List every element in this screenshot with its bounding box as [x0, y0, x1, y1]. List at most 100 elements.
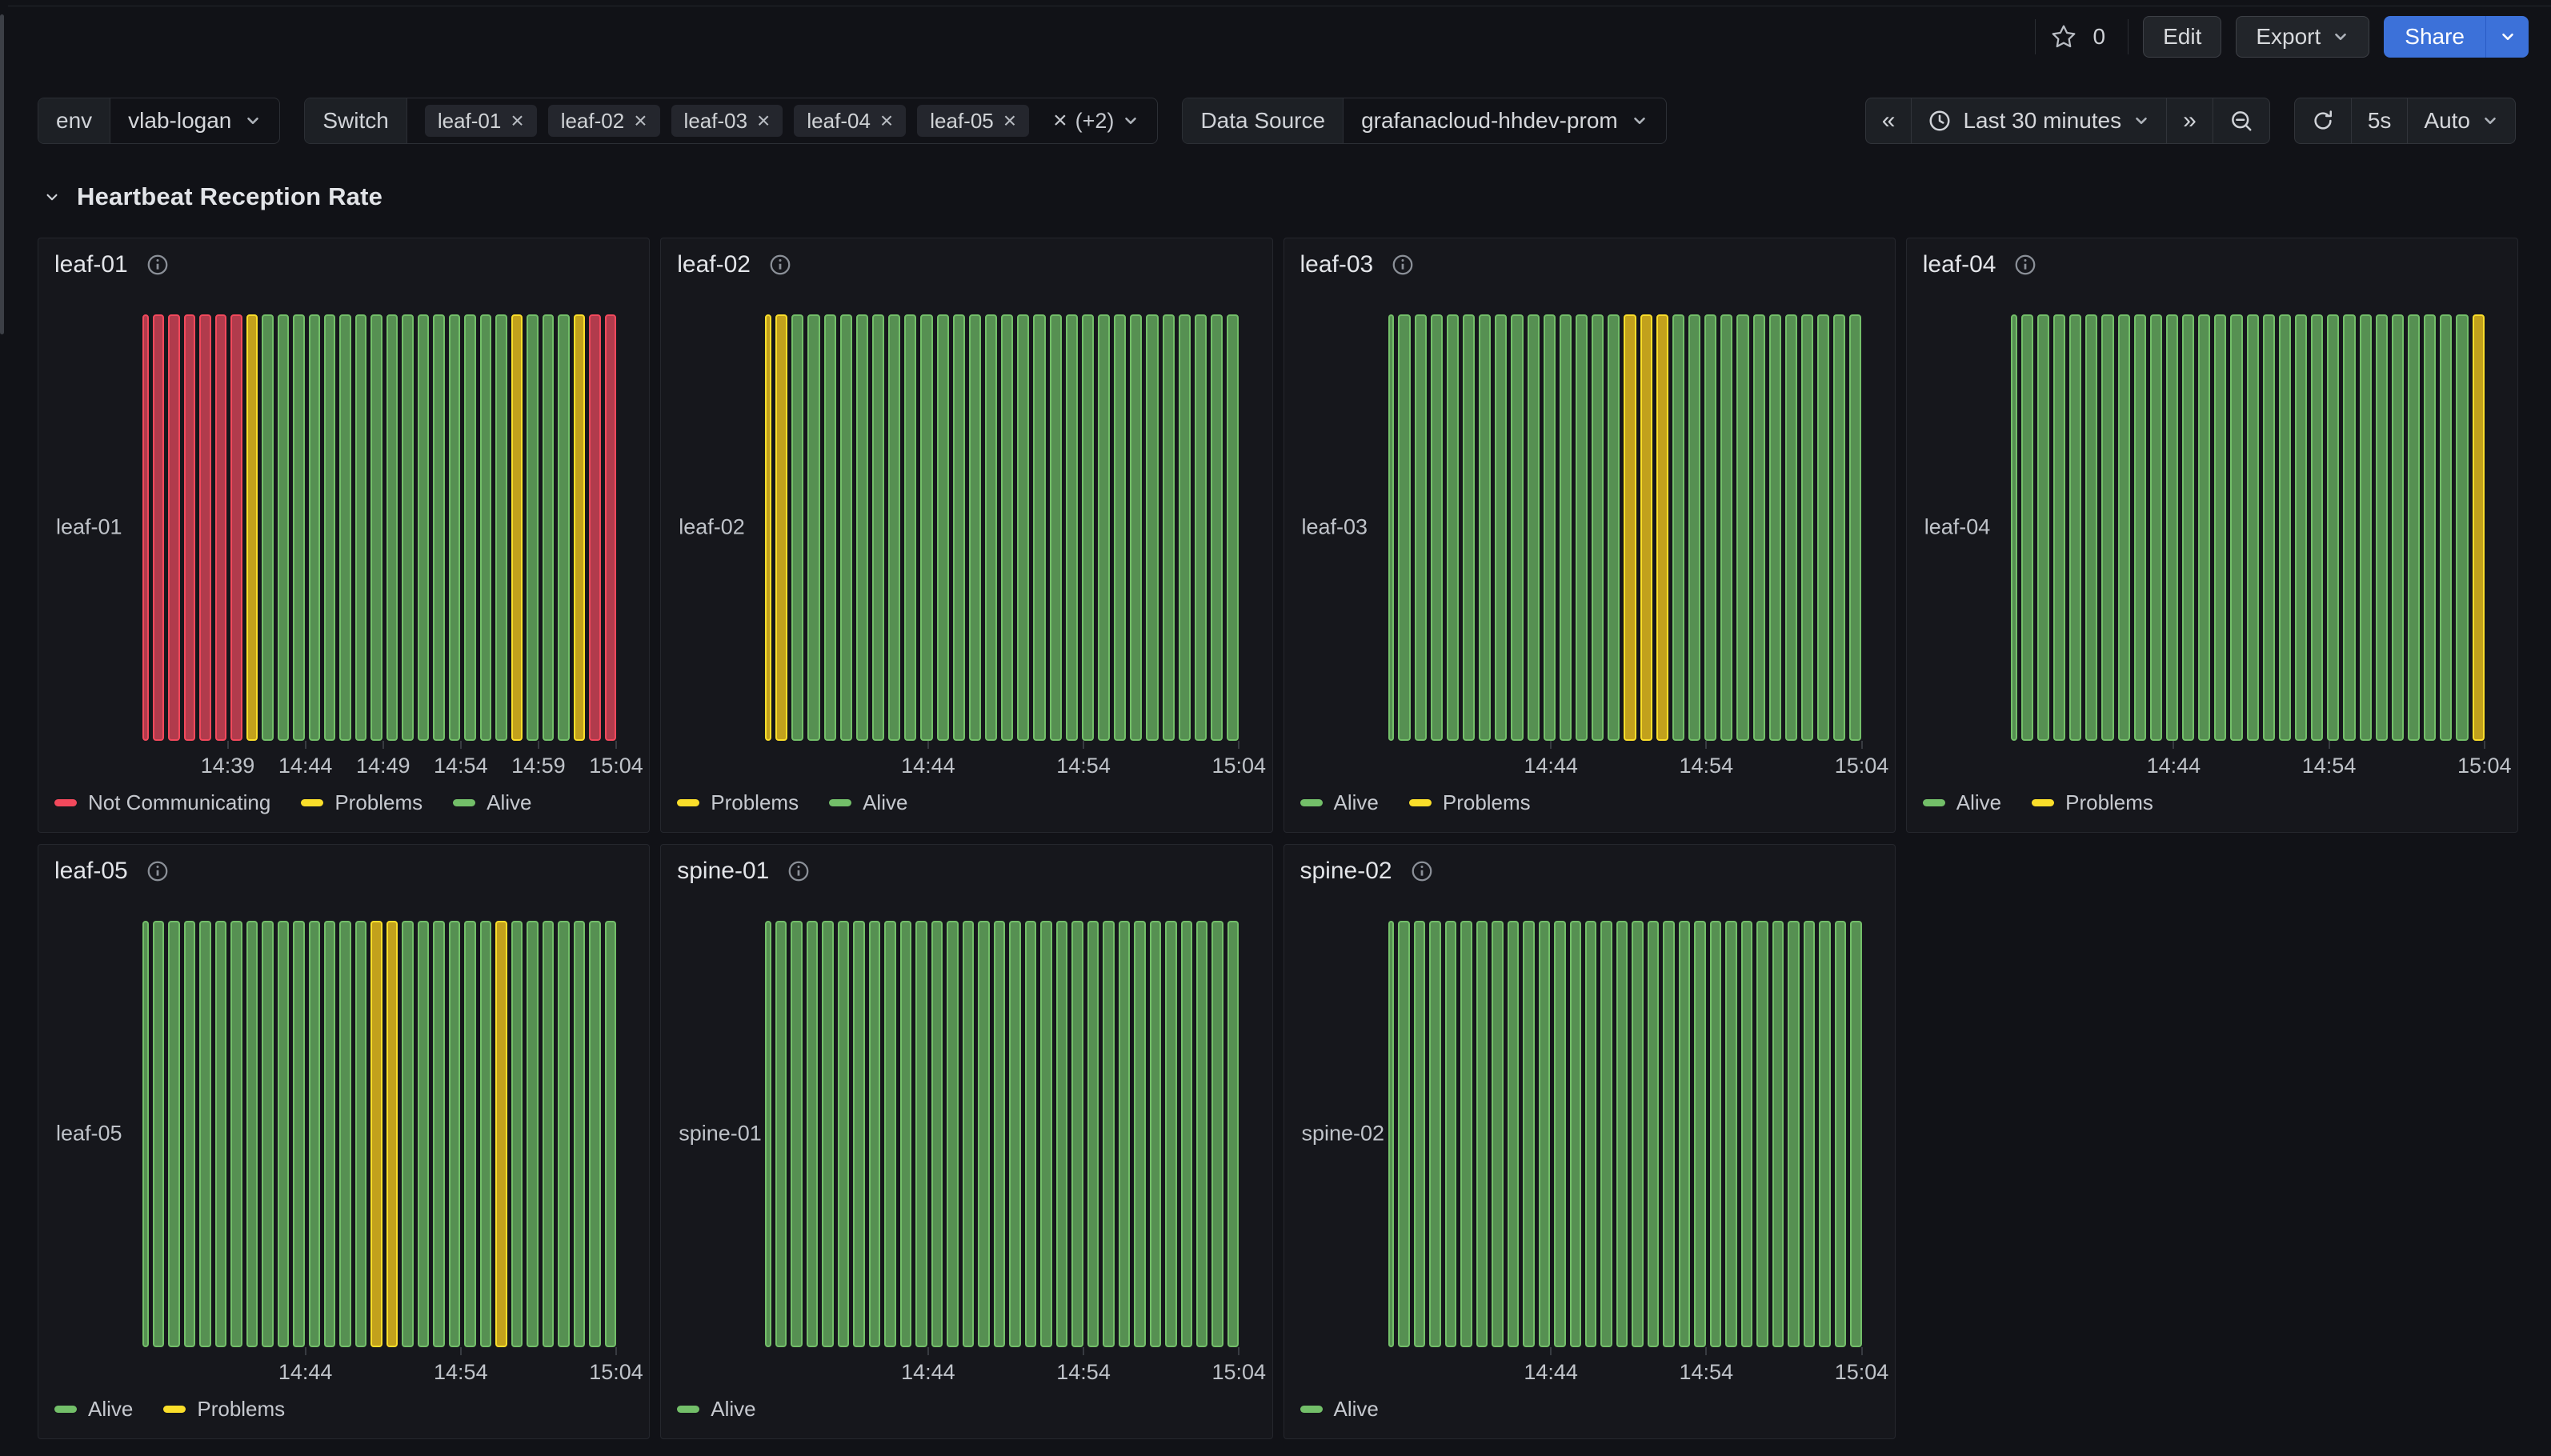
- legend-item-alive[interactable]: Alive: [1300, 790, 1379, 815]
- x-tick-label: 15:04: [1834, 754, 1889, 778]
- panel-header[interactable]: spine-02: [1300, 858, 1434, 885]
- state-bar-not_communicating: [230, 314, 242, 741]
- legend-item-alive[interactable]: Alive: [1922, 790, 2001, 815]
- legend-item-alive[interactable]: Alive: [829, 790, 907, 815]
- info-icon[interactable]: [146, 253, 170, 277]
- legend-item-alive[interactable]: Alive: [677, 1397, 756, 1422]
- info-icon[interactable]: [2013, 253, 2037, 277]
- panel-title: leaf-01: [54, 251, 128, 278]
- legend-item-alive[interactable]: Alive: [453, 790, 532, 815]
- legend-item-problems[interactable]: Problems: [163, 1397, 285, 1422]
- legend-item-alive[interactable]: Alive: [1300, 1397, 1379, 1422]
- state-bar-alive: [888, 314, 901, 741]
- state-timeline-plot[interactable]: [765, 921, 1239, 1347]
- legend-item-problems[interactable]: Problems: [677, 790, 799, 815]
- panel-header[interactable]: spine-01: [677, 858, 811, 885]
- state-timeline-plot[interactable]: [765, 314, 1239, 741]
- switch-chip[interactable]: leaf-03 ×: [671, 105, 783, 137]
- star-button[interactable]: [2050, 23, 2077, 50]
- state-bar-alive: [558, 921, 570, 1347]
- legend-item-problems[interactable]: Problems: [301, 790, 422, 815]
- share-menu-button[interactable]: [2485, 16, 2529, 58]
- chevron-down-icon: [1125, 117, 1137, 125]
- switch-more-dropdown[interactable]: × (+2): [1047, 98, 1157, 143]
- state-bar-alive: [872, 314, 885, 741]
- chip-close-icon[interactable]: ×: [1003, 108, 1017, 133]
- state-bar-alive: [1444, 921, 1457, 1347]
- info-icon[interactable]: [787, 859, 811, 883]
- state-bar-alive: [214, 921, 227, 1347]
- refresh-mode-dropdown[interactable]: Auto: [2407, 98, 2515, 143]
- x-tick-mark: [459, 741, 462, 749]
- zoom-out-icon: [2231, 111, 2252, 131]
- clear-all-icon[interactable]: ×: [1053, 107, 1067, 134]
- info-icon[interactable]: [768, 253, 792, 277]
- state-bar-alive: [931, 921, 943, 1347]
- datasource-select[interactable]: grafanacloud-hhdev-prom: [1344, 98, 1666, 143]
- x-tick-mark: [1860, 1347, 1863, 1355]
- state-bar-alive: [947, 921, 959, 1347]
- refresh-button[interactable]: [2295, 98, 2351, 143]
- state-timeline-plot[interactable]: [2010, 314, 2485, 741]
- x-tick-mark: [382, 741, 384, 749]
- panel: spine-02 spine-02 14:44 14:54 15:04 Alive: [1283, 844, 1896, 1439]
- panel-header[interactable]: leaf-05: [54, 858, 170, 885]
- panel-header[interactable]: leaf-01: [54, 251, 170, 278]
- time-shift-forward-button[interactable]: »: [2166, 98, 2213, 143]
- state-timeline-plot[interactable]: [142, 314, 617, 741]
- panel-title: spine-01: [677, 858, 770, 884]
- share-button[interactable]: Share: [2384, 16, 2485, 58]
- switch-chip[interactable]: leaf-04 ×: [794, 105, 907, 137]
- info-icon[interactable]: [146, 859, 170, 883]
- state-bar-alive: [1849, 314, 1862, 741]
- env-select[interactable]: vlab-logan: [110, 98, 279, 143]
- switch-chips[interactable]: leaf-01 × leaf-02 × leaf-03 × leaf-04 × leaf-05 ×: [407, 98, 1047, 143]
- legend-label: Problems: [197, 1397, 286, 1421]
- x-axis: 14:44 14:54 15:04: [1388, 741, 1888, 797]
- legend-item-problems[interactable]: Problems: [1408, 790, 1531, 815]
- interval-label: 5s: [2367, 108, 2392, 133]
- panel-header[interactable]: leaf-02: [677, 251, 792, 278]
- y-axis-label: spine-02: [1301, 1121, 1385, 1146]
- state-bar-alive: [339, 314, 351, 741]
- row-heartbeat-section[interactable]: Heartbeat Reception Rate: [42, 182, 382, 211]
- edit-button[interactable]: Edit: [2143, 16, 2222, 58]
- switch-chip[interactable]: leaf-05 ×: [917, 105, 1030, 137]
- state-bar-alive: [904, 314, 917, 741]
- state-bar-alive: [839, 314, 852, 741]
- switch-chip[interactable]: leaf-02 ×: [547, 105, 660, 137]
- time-range-picker[interactable]: Last 30 minutes: [1911, 98, 2166, 143]
- panel-header[interactable]: leaf-04: [1923, 251, 2038, 278]
- legend-label: Alive: [88, 1397, 134, 1421]
- time-shift-back-button[interactable]: «: [1866, 98, 1912, 143]
- chip-close-icon[interactable]: ×: [879, 108, 894, 133]
- legend: Alive: [1300, 1397, 1379, 1422]
- state-bar-alive: [915, 921, 927, 1347]
- legend-swatch-alive: [453, 799, 476, 806]
- legend-swatch-problems: [677, 799, 700, 806]
- state-timeline-plot[interactable]: [1388, 314, 1862, 741]
- chip-close-icon[interactable]: ×: [511, 108, 524, 133]
- state-bar-alive: [589, 921, 601, 1347]
- state-bar-alive: [962, 921, 975, 1347]
- state-bar-alive: [417, 314, 430, 741]
- refresh-interval-value[interactable]: 5s: [2350, 98, 2408, 143]
- left-edge-scrollbar[interactable]: [0, 14, 4, 334]
- info-icon[interactable]: [1410, 859, 1434, 883]
- legend-item-problems[interactable]: Problems: [2032, 790, 2153, 815]
- export-button[interactable]: Export: [2236, 16, 2370, 58]
- panel-header[interactable]: leaf-03: [1300, 251, 1416, 278]
- panel: leaf-02 leaf-02 14:44 14:54 15:04 Problems…: [660, 238, 1273, 833]
- x-tick-mark: [1083, 1347, 1085, 1355]
- legend-item-alive[interactable]: Alive: [54, 1397, 133, 1422]
- legend-item-not_communicating[interactable]: Not Communicating: [54, 790, 270, 815]
- state-timeline-plot[interactable]: [142, 921, 617, 1347]
- state-timeline-plot[interactable]: [1388, 921, 1862, 1347]
- state-bar-alive: [2295, 314, 2308, 741]
- chip-close-icon[interactable]: ×: [634, 108, 647, 133]
- chip-close-icon[interactable]: ×: [757, 108, 771, 133]
- info-icon[interactable]: [1391, 253, 1415, 277]
- switch-chip[interactable]: leaf-01 ×: [424, 105, 537, 137]
- state-bar-alive: [1834, 921, 1847, 1347]
- zoom-out-time-button[interactable]: [2212, 98, 2269, 143]
